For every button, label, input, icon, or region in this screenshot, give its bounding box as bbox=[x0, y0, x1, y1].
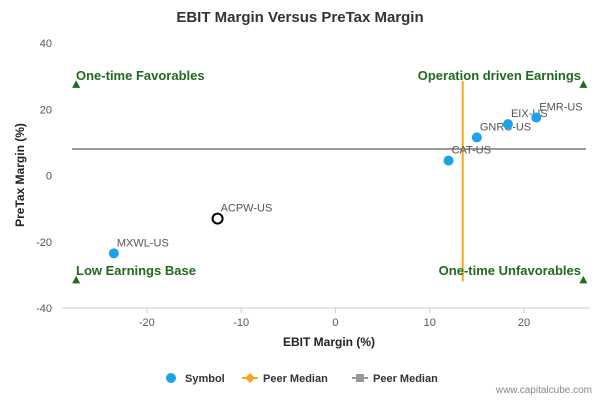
y-tick-label: 20 bbox=[40, 104, 52, 116]
legend-marker-square bbox=[356, 374, 364, 382]
x-tick-label: 10 bbox=[424, 317, 436, 329]
y-tick-label: 40 bbox=[40, 38, 52, 50]
y-axis-title: PreTax Margin (%) bbox=[13, 123, 27, 227]
x-tick-label: 0 bbox=[332, 317, 338, 329]
top-right-marker bbox=[579, 80, 588, 88]
y-tick-label: -40 bbox=[36, 303, 52, 315]
legend: Symbol Peer Median Peer Median bbox=[166, 373, 438, 385]
data-point-label: ACPW-US bbox=[221, 203, 273, 215]
data-point-label: EMR-US bbox=[539, 102, 582, 114]
x-tick-label: -10 bbox=[233, 317, 249, 329]
data-point-label: MXWL-US bbox=[117, 237, 169, 249]
data-point-eix-us bbox=[502, 119, 513, 130]
top-left-marker bbox=[72, 80, 81, 88]
peer-median-lines bbox=[72, 81, 586, 282]
legend-marker-symbol bbox=[166, 373, 176, 383]
quadrant-label-bottom-right: One-time Unfavorables bbox=[439, 263, 581, 278]
x-axis-title: EBIT Margin (%) bbox=[283, 335, 375, 349]
quadrant-label-top-right: Operation driven Earnings bbox=[418, 68, 581, 83]
bottom-left-marker bbox=[72, 275, 81, 284]
bottom-right-marker bbox=[579, 275, 588, 284]
y-axis-ticks: 40 20 0 -20 -40 bbox=[36, 38, 52, 315]
data-point-mxwl-us bbox=[108, 248, 119, 259]
legend-marker-diamond bbox=[245, 373, 255, 383]
legend-label: Peer Median bbox=[263, 373, 328, 385]
chart-title: EBIT Margin Versus PreTax Margin bbox=[176, 9, 423, 26]
y-tick-label: -20 bbox=[36, 237, 52, 249]
quadrant-label-top-left: One-time Favorables bbox=[76, 68, 205, 83]
data-point-cat-us bbox=[443, 155, 454, 166]
data-point-acpw-us bbox=[211, 212, 224, 225]
data-point-label: CAT-US bbox=[452, 145, 492, 157]
credit-text: www.capitalcube.com bbox=[495, 385, 592, 396]
x-tick-label: -20 bbox=[139, 317, 155, 329]
x-tick-label: 20 bbox=[518, 317, 530, 329]
quadrant-label-bottom-left: Low Earnings Base bbox=[76, 263, 196, 278]
x-axis-ticks: -20 -10 0 10 20 bbox=[139, 308, 530, 329]
legend-label: Symbol bbox=[185, 373, 225, 385]
y-tick-label: 0 bbox=[46, 171, 52, 183]
data-point-gnrc-us bbox=[471, 132, 482, 143]
legend-label: Peer Median bbox=[373, 373, 438, 385]
quadrant-labels: One-time Favorables Operation driven Earn… bbox=[72, 68, 588, 284]
data-point-emr-us bbox=[531, 112, 542, 123]
